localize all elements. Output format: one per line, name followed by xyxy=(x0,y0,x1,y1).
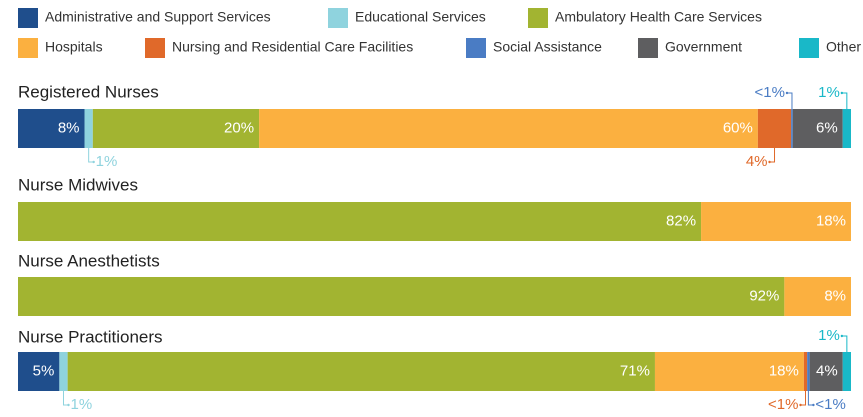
bar-segment xyxy=(757,109,792,148)
value-label: 8% xyxy=(824,287,846,304)
value-label: 1% xyxy=(818,84,840,101)
legend-label: Educational Services xyxy=(355,9,486,25)
category-label: Nurse Practitioners xyxy=(18,327,163,346)
bar-segment xyxy=(791,109,793,148)
callout-line xyxy=(62,391,69,406)
callout-line xyxy=(807,391,814,406)
value-label: 1% xyxy=(70,396,92,413)
bar-segment xyxy=(842,109,851,148)
bar-segment xyxy=(654,352,804,391)
legend-label: Social Assistance xyxy=(493,39,602,55)
callout-dot xyxy=(840,91,844,95)
bar-segment xyxy=(67,352,655,391)
bar-segment xyxy=(259,109,758,148)
bar-segment xyxy=(18,109,85,148)
callout-dot xyxy=(92,160,95,164)
legend-label: Ambulatory Health Care Services xyxy=(555,9,762,25)
value-label: 82% xyxy=(666,212,696,229)
bar-segment xyxy=(784,277,851,316)
value-label: 60% xyxy=(723,119,753,136)
legend-label: Administrative and Support Services xyxy=(45,9,271,25)
bar-segment xyxy=(18,352,60,391)
bar-segment xyxy=(59,352,68,391)
callout-dot xyxy=(785,91,789,95)
bar-segment xyxy=(18,277,785,316)
legend-label: Other xyxy=(826,39,861,55)
legend-swatch xyxy=(18,38,38,58)
bar-segment xyxy=(809,352,843,391)
legend-swatch xyxy=(528,8,548,28)
legend-swatch xyxy=(328,8,348,28)
bar-segment xyxy=(92,109,260,148)
value-label: 4% xyxy=(816,362,838,379)
callout-dot xyxy=(799,403,802,407)
bar-segment xyxy=(792,109,843,148)
legend-swatch xyxy=(799,38,819,58)
value-label: <1% xyxy=(768,396,798,413)
value-label: 71% xyxy=(620,362,650,379)
legend-label: Hospitals xyxy=(45,39,103,55)
value-label: 20% xyxy=(224,119,254,136)
legend-swatch xyxy=(466,38,486,58)
bar-segment xyxy=(803,352,808,391)
value-label: 8% xyxy=(58,119,80,136)
bar-segment xyxy=(807,352,810,391)
value-label: 1% xyxy=(818,327,840,344)
value-label: 18% xyxy=(816,212,846,229)
bar-segment xyxy=(701,202,851,241)
callout-line xyxy=(786,92,793,109)
value-label: 18% xyxy=(769,362,799,379)
bar-segment xyxy=(18,202,702,241)
legend-label: Government xyxy=(665,39,742,55)
callout-line xyxy=(841,92,848,109)
legend-swatch xyxy=(18,8,38,28)
category-label: Nurse Midwives xyxy=(18,175,138,194)
value-label: 6% xyxy=(816,119,838,136)
callout-line xyxy=(841,335,848,352)
bar-segment xyxy=(842,352,851,391)
callout-line xyxy=(769,148,776,163)
callout-line xyxy=(800,391,807,406)
value-label: <1% xyxy=(815,396,845,413)
callout-dot xyxy=(67,403,70,407)
legend-swatch xyxy=(638,38,658,58)
callout-dot xyxy=(768,160,771,164)
callout-dot xyxy=(840,334,844,338)
callout-line xyxy=(88,148,94,163)
value-label: 5% xyxy=(33,362,55,379)
value-label: 92% xyxy=(749,287,779,304)
value-label: <1% xyxy=(755,84,785,101)
legend-swatch xyxy=(145,38,165,58)
value-label: 4% xyxy=(746,153,768,170)
callout-dot xyxy=(812,403,815,407)
category-label: Registered Nurses xyxy=(18,82,159,101)
bar-segment xyxy=(84,109,93,148)
legend-label: Nursing and Residential Care Facilities xyxy=(172,39,413,55)
category-label: Nurse Anesthetists xyxy=(18,251,160,270)
value-label: 1% xyxy=(96,153,118,170)
